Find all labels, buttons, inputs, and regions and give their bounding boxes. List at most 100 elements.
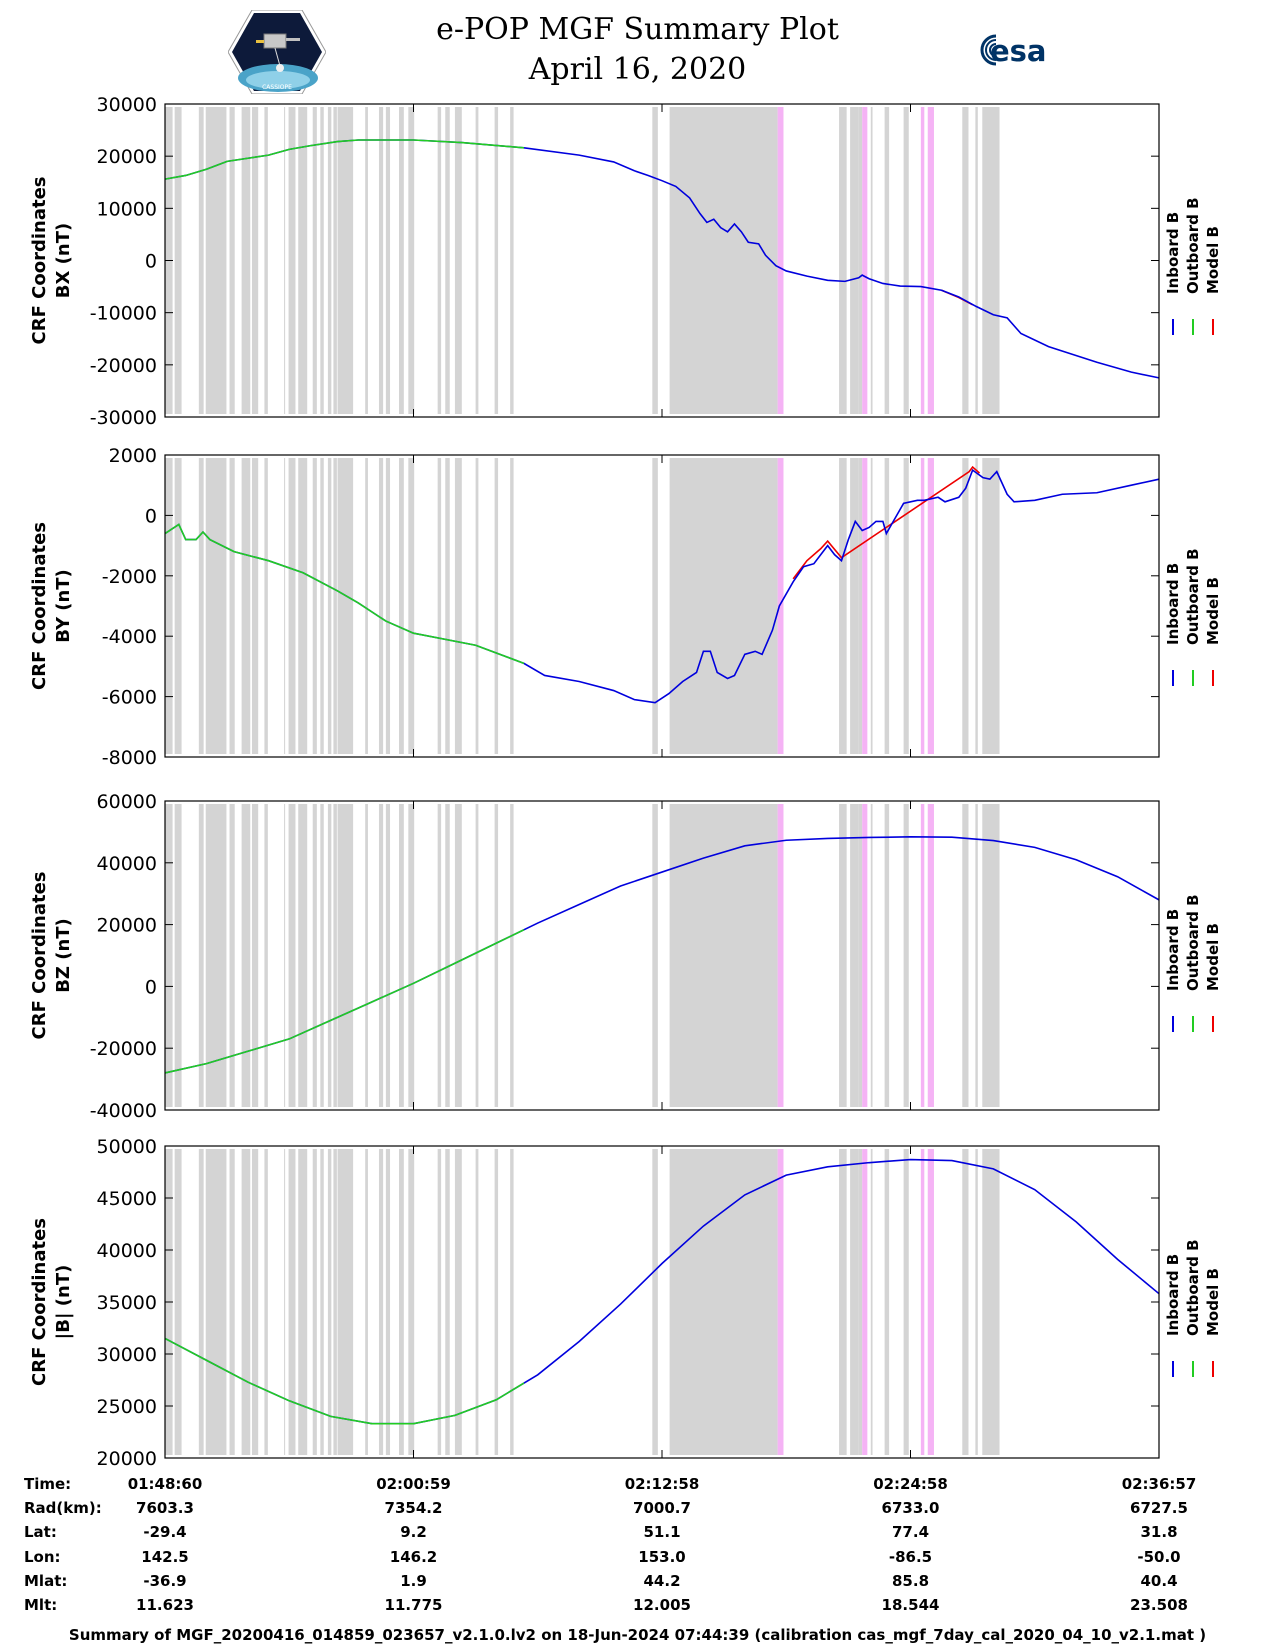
y-tick-label: -4000 (102, 626, 157, 648)
telemetry-gap-band (264, 1149, 268, 1455)
telemetry-gap-band (982, 804, 1000, 1107)
telemetry-gap-band (198, 1149, 204, 1455)
telemetry-gap-band (669, 804, 778, 1107)
telemetry-gap-band (251, 107, 259, 414)
y-tick-label: -8000 (102, 747, 157, 769)
telemetry-gap-band (850, 804, 859, 1107)
telemetry-gap-band (858, 804, 863, 1107)
telemetry-gap-band (903, 1149, 909, 1455)
event-band (920, 804, 925, 1107)
telemetry-gap-band (870, 1149, 873, 1455)
telemetry-gap-band (475, 458, 479, 754)
telemetry-gap-band (850, 107, 859, 414)
telemetry-gap-band (320, 107, 324, 414)
telemetry-gap-band (378, 804, 384, 1107)
telemetry-gap-band (884, 458, 890, 754)
telemetry-gap-band (475, 1149, 479, 1455)
event-band (862, 1149, 868, 1455)
telemetry-gap-band (333, 1149, 337, 1455)
telemetry-gap-band (241, 804, 251, 1107)
telemetry-gap-band (975, 1149, 978, 1455)
y-tick-label: -10000 (90, 303, 157, 325)
telemetry-gap-band (298, 1149, 308, 1455)
event-band (920, 458, 925, 754)
event-band (777, 458, 784, 754)
telemetry-gap-band (669, 107, 778, 414)
telemetry-gap-band (858, 107, 863, 414)
telemetry-gap-band (385, 804, 391, 1107)
telemetry-gap-band (337, 107, 354, 414)
panel-1: -30000 -20000 -10000 0 10000 20000 30000 CRF Co… (29, 94, 1222, 429)
telemetry-gap-band (652, 107, 658, 414)
telemetry-gap-band (870, 458, 873, 754)
telemetry-gap-band (408, 107, 415, 414)
telemetry-gap-band (475, 804, 479, 1107)
telemetry-gap-band (839, 1149, 847, 1455)
telemetry-gap-band (494, 804, 499, 1107)
telemetry-gap-band (251, 804, 259, 1107)
y-tick-label: 25000 (97, 1396, 157, 1418)
telemetry-gap-band (327, 458, 332, 754)
event-band (862, 804, 868, 1107)
y-axis-label-line2: BZ (nT) (53, 918, 74, 993)
telemetry-gap-band (510, 1149, 514, 1455)
telemetry-gap-band (174, 458, 182, 754)
telemetry-gap-band (399, 107, 404, 414)
telemetry-gap-band (445, 804, 450, 1107)
telemetry-gap-band (903, 804, 909, 1107)
esa-logo-text: esa (990, 34, 1047, 68)
telemetry-gap-band (494, 458, 499, 754)
telemetry-gap-band (165, 804, 173, 1107)
telemetry-gap-band (229, 458, 235, 754)
telemetry-gap-band (284, 1149, 286, 1455)
telemetry-gap-band (241, 458, 251, 754)
event-band (862, 458, 868, 754)
y-axis-label-line2: |B| (nT) (53, 1265, 74, 1340)
legend-label: Outboard B (1184, 894, 1202, 991)
y-tick-label: 10000 (97, 198, 157, 220)
event-band (927, 458, 934, 754)
panel-frame (164, 454, 1160, 758)
y-tick-label: -20000 (90, 1038, 157, 1060)
footer-caption: Summary of MGF_20200416_014859_023657_v2… (68, 1626, 1207, 1644)
telemetry-gap-band (652, 458, 658, 754)
telemetry-gap-band (378, 1149, 384, 1455)
telemetry-gap-band (982, 458, 1000, 754)
event-band (777, 1149, 784, 1455)
telemetry-gap-band (669, 458, 778, 754)
legend-label: Outboard B (1184, 1239, 1202, 1336)
telemetry-gap-band (288, 1149, 296, 1455)
y-tick-label: 60000 (97, 791, 157, 813)
telemetry-gap-band (475, 107, 479, 414)
telemetry-gap-band (975, 458, 978, 754)
telemetry-gap-band (385, 107, 391, 414)
telemetry-gap-band (408, 804, 415, 1107)
telemetry-gap-band (298, 458, 308, 754)
telemetry-gap-band (884, 804, 890, 1107)
telemetry-gap-band (437, 804, 442, 1107)
telemetry-gap-band (652, 1149, 658, 1455)
legend-label: Model B (1204, 1268, 1222, 1336)
telemetry-gap-band (399, 1149, 404, 1455)
telemetry-gap-band (445, 1149, 450, 1455)
telemetry-gap-band (333, 107, 337, 414)
telemetry-gap-band (850, 1149, 859, 1455)
telemetry-gap-band (454, 107, 462, 414)
outboard-b-line (164, 929, 525, 1074)
y-axis-label-line1: CRF Coordinates (29, 872, 50, 1040)
telemetry-gap-band (884, 107, 890, 414)
legend-label: Model B (1204, 226, 1222, 294)
panel-4: 20000 25000 30000 35000 40000 45000 50000 CRF C… (29, 1136, 1222, 1470)
outboard-b-line (164, 523, 525, 665)
y-tick-label: 40000 (97, 853, 157, 875)
event-band (927, 804, 934, 1107)
telemetry-gap-band (669, 1149, 778, 1455)
telemetry-gap-band (903, 107, 909, 414)
telemetry-gap-band (445, 107, 450, 414)
y-tick-label: 20000 (97, 915, 157, 937)
telemetry-gap-band (312, 107, 317, 414)
y-tick-label: 35000 (97, 1292, 157, 1314)
telemetry-gap-band (903, 458, 909, 754)
y-tick-label: 40000 (97, 1240, 157, 1262)
telemetry-gap-band (327, 804, 332, 1107)
